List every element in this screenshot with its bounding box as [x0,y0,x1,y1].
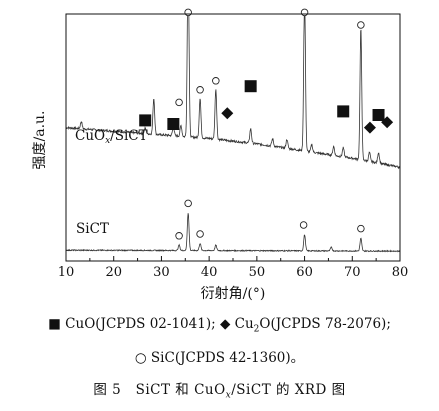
axes: 10 20 30 40 50 60 70 80 强度/a.u. 衍射角/(°) [32,13,409,302]
sic-marker [357,21,365,29]
sic-marker [196,230,204,238]
x-tick-label: 10 [58,265,75,280]
legend-end: 。 [290,350,305,366]
figure-caption: 图 5 SiCT 和 CuOx/SiCT 的 XRD 图 [0,378,439,401]
sic-marker [300,8,309,17]
legend-separator: ; [386,316,391,332]
series-label-cuox-tail: /SiCT [110,128,147,144]
plot-area [65,14,401,253]
x-tick-label: 50 [249,265,266,280]
cu2o-marker [221,107,234,120]
series-labels: CuOx/SiCT SiCT [75,128,148,237]
x-tick-label: 80 [392,265,409,280]
sic-marker [212,77,220,85]
series-label-cuox-sict: CuOx/SiCT [75,128,148,146]
sic-marker [357,224,365,233]
caption-text-a: SiCT 和 CuO [135,382,226,398]
x-tick-label: 40 [201,265,218,280]
series-label-sict: SiCT [76,221,109,237]
series-line-cuox-sict [65,14,401,170]
legend-separator: ; [211,316,216,332]
cuo-marker [244,80,257,93]
legend-cu2o-name-tail: O [259,316,271,332]
legend-line-2: ○ SiC(JCPDS 42-1360)。 [0,346,439,366]
sic-marker [184,8,192,17]
sic-marker [299,221,308,229]
circle-icon: ○ [134,350,147,366]
x-tick-label: 20 [105,265,122,280]
legend-sic-name: SiC [150,350,175,366]
caption-text-sub: x [225,390,232,401]
x-axis-label: 衍射角/(°) [201,286,266,302]
cuo-marker [139,114,152,127]
legend-sic-ref: (JCPDS 42-1360) [174,350,291,366]
cuo-marker [337,105,350,118]
x-tick-label: 30 [153,265,170,280]
legend-cuo-name: CuO [65,316,96,332]
sic-marker [175,98,183,107]
sic-marker [175,232,183,240]
legend-cu2o-name-main: Cu [234,316,254,332]
cu2o-marker [381,116,394,129]
caption-text-b: /SiCT 的 XRD 图 [231,382,346,398]
legend-cuo-ref: (JCPDS 02-1041) [95,316,212,332]
legend-cu2o-ref: (JCPDS 78-2076) [270,316,387,332]
legend-line-1: ■ CuO(JCPDS 02-1041); ◆ Cu2O(JCPDS 78-20… [0,316,439,335]
legend-cu2o-name-sub: 2 [253,324,260,335]
cuo-marker [372,109,385,121]
series-line-sict [65,213,401,253]
x-tick-label: 60 [296,265,313,280]
phase-markers [139,8,394,240]
cu2o-marker [363,121,376,134]
y-axis-label: 强度/a.u. [32,111,48,170]
cuo-marker [167,118,180,130]
diamond-icon: ◆ [219,316,231,332]
sic-marker [184,199,192,208]
x-tick-label: 70 [344,265,361,280]
x-ticks: 10 20 30 40 50 60 70 80 [58,256,409,280]
sic-marker [196,86,204,94]
series-label-cuox-sub: x [105,136,110,146]
caption-number: 图 5 [93,382,122,398]
series-label-cuox-main: CuO [75,128,105,144]
square-icon: ■ [48,316,61,332]
